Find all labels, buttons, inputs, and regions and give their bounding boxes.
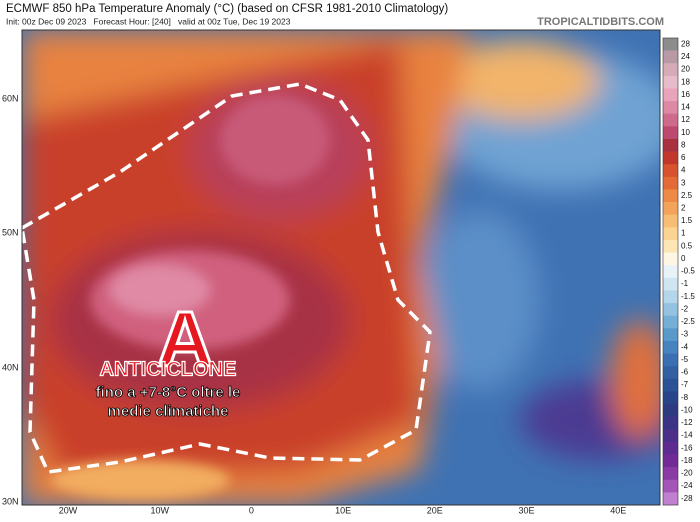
colorbar-label: -20 xyxy=(681,469,693,478)
colorbar-label: -14 xyxy=(681,431,693,440)
colorbar-cell xyxy=(663,252,678,266)
colorbar-cell xyxy=(663,202,678,216)
colorbar-label: -0.5 xyxy=(681,267,695,276)
annotation-line: fino a +7-8°C oltre le xyxy=(96,384,241,401)
colorbar-label: 6 xyxy=(681,153,686,162)
map xyxy=(22,30,660,505)
colorbar-cell xyxy=(663,303,678,316)
headline: ANTICICLONE xyxy=(100,358,237,380)
longitude-label: 30E xyxy=(518,505,534,515)
colorbar-label: 14 xyxy=(681,103,690,112)
colorbar-cell xyxy=(663,50,678,64)
colorbar-cell xyxy=(663,404,678,417)
longitude-label: 10E xyxy=(335,505,351,515)
colorbar-label: -2.5 xyxy=(681,317,695,326)
colorbar-cell xyxy=(663,101,678,115)
colorbar-cell xyxy=(663,75,678,89)
colorbar-label: -5 xyxy=(681,355,689,364)
colorbar-cell xyxy=(663,353,678,367)
colorbar-label: 18 xyxy=(681,77,690,86)
colorbar-cell xyxy=(663,126,678,140)
longitude-label: 20W xyxy=(59,505,78,515)
colorbar-cell xyxy=(663,492,678,506)
colorbar-label: -6 xyxy=(681,368,689,377)
colorbar-cell xyxy=(663,366,678,380)
colorbar-cell xyxy=(663,113,678,127)
latitude-label: 60N xyxy=(2,93,19,103)
colorbar-cell xyxy=(663,340,678,354)
colorbar-label: 1 xyxy=(681,229,686,238)
colorbar-cell xyxy=(663,38,678,51)
colorbar-cell xyxy=(663,441,678,455)
colorbar-label: 0 xyxy=(681,254,686,263)
title: ECMWF 850 hPa Temperature Anomaly (°C) (… xyxy=(6,3,448,15)
latitude-label: 30N xyxy=(2,496,19,506)
subtitle: Init: 00z Dec 09 2023 Forecast Hour: [24… xyxy=(6,16,291,26)
colorbar-label: -16 xyxy=(681,443,693,452)
annotation-line: medie climatiche xyxy=(108,403,229,420)
colorbar-label: -10 xyxy=(681,405,693,414)
colorbar-cell xyxy=(663,277,678,291)
colorbar-label: 10 xyxy=(681,128,690,137)
latitude-label: 40N xyxy=(2,362,19,372)
colorbar-cell xyxy=(663,265,678,279)
colorbar-label: 1.5 xyxy=(681,216,693,225)
colorbar-cell xyxy=(663,315,678,329)
colorbar-label: 0.5 xyxy=(681,241,693,250)
colorbar-label: 12 xyxy=(681,115,690,124)
colorbar-label: 3 xyxy=(681,178,686,187)
colorbar-cell xyxy=(663,454,678,468)
colorbar-label: -4 xyxy=(681,342,689,351)
colorbar-label: 28 xyxy=(681,39,690,48)
colorbar-label: 24 xyxy=(681,52,690,61)
longitude-label: 0 xyxy=(249,505,254,515)
longitude-label: 40E xyxy=(610,505,626,515)
colorbar-label: -3 xyxy=(681,330,689,339)
colorbar-label: -28 xyxy=(681,494,693,503)
colorbar-label: -7 xyxy=(681,380,689,389)
colorbar-label: 2 xyxy=(681,204,686,213)
colorbar-cell xyxy=(663,328,678,342)
colorbar-label: 2.5 xyxy=(681,191,693,200)
colorbar-cell xyxy=(663,391,678,405)
colorbar-cell xyxy=(663,290,678,304)
colorbar-label: 16 xyxy=(681,90,690,99)
colorbar-cell xyxy=(663,214,678,228)
colorbar-label: -1 xyxy=(681,279,689,288)
colorbar-cell xyxy=(663,429,678,443)
colorbar-cell xyxy=(663,189,678,203)
colorbar-cell xyxy=(663,63,678,77)
colorbar-cell xyxy=(663,479,678,493)
colorbar-cell xyxy=(663,138,678,152)
colorbar-cell xyxy=(663,416,678,430)
colorbar-label: -1.5 xyxy=(681,292,695,301)
colorbar-label: 20 xyxy=(681,65,690,74)
colorbar-label: -12 xyxy=(681,418,693,427)
longitude-label: 20E xyxy=(427,505,443,515)
colorbar-label: 4 xyxy=(681,166,686,175)
anticyclone-letter: A xyxy=(157,295,213,383)
colorbar-label: -24 xyxy=(681,481,693,490)
colorbar-label: -8 xyxy=(681,393,689,402)
latitude-label: 50N xyxy=(2,227,19,237)
colorbar-cell xyxy=(663,88,678,102)
colorbar-cell xyxy=(663,378,678,392)
colorbar-cell xyxy=(663,164,678,178)
colorbar-frame xyxy=(662,37,679,506)
colorbar-cell xyxy=(663,239,678,253)
colorbar-cell xyxy=(663,467,678,481)
colorbar-label: -2 xyxy=(681,304,689,313)
colorbar-cell xyxy=(663,176,678,190)
colorbar-cell xyxy=(663,151,678,165)
colorbar-cell xyxy=(663,227,678,241)
watermark: TROPICALTIDBITS.COM xyxy=(537,16,664,28)
colorbar-label: -18 xyxy=(681,456,693,465)
longitude-label: 10W xyxy=(150,505,169,515)
colorbar-label: 8 xyxy=(681,140,686,149)
